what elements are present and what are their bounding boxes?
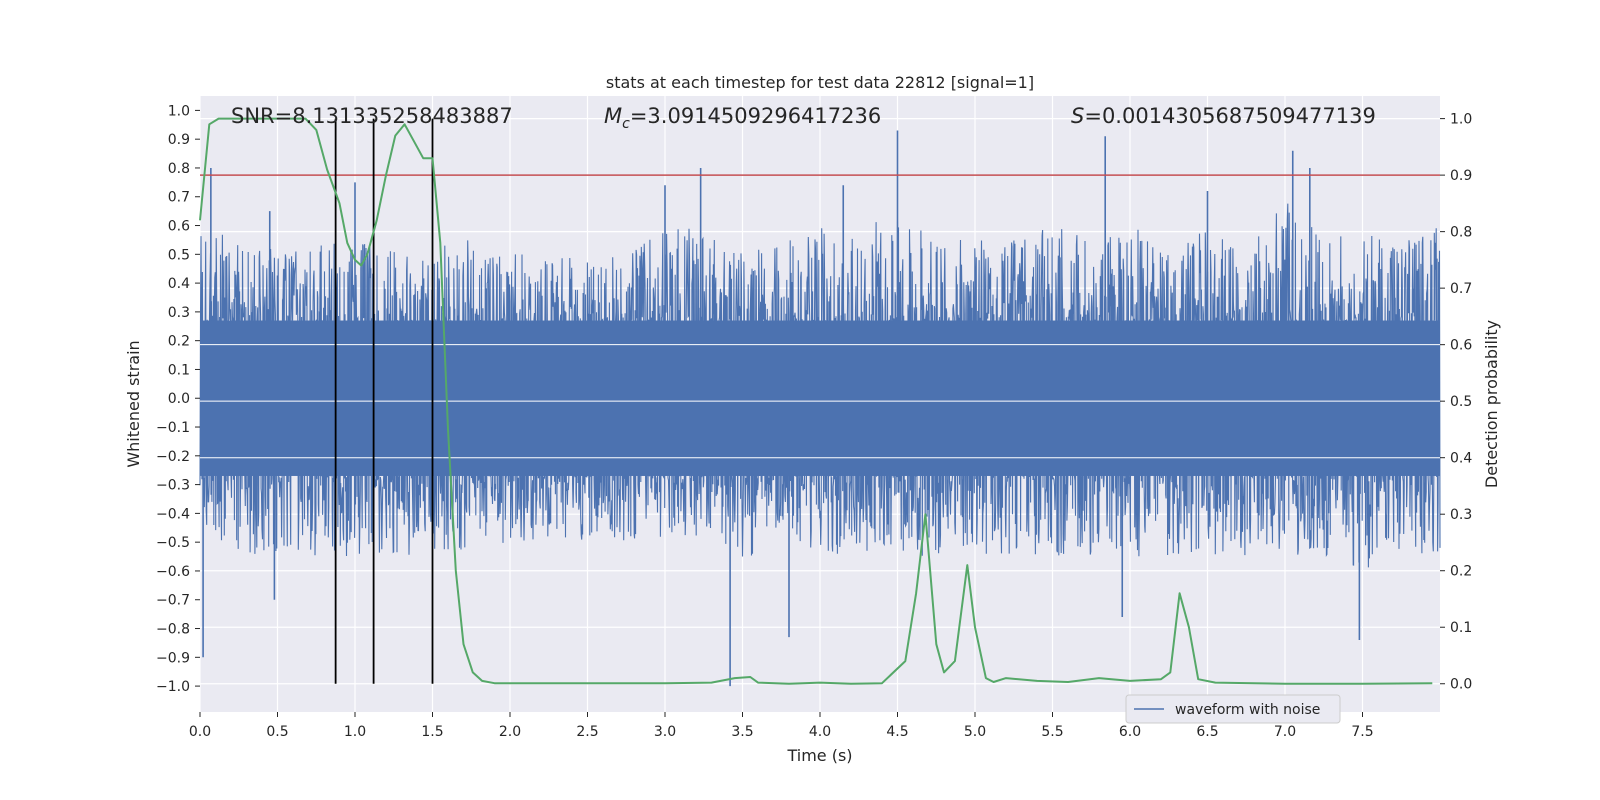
snr-annotation: SNR=8.131335258483887	[231, 104, 513, 128]
probability-layer	[199, 117, 1433, 685]
y2-tick-label: 1.0	[1450, 112, 1472, 128]
y-axis-label: Whitened strain	[124, 340, 143, 467]
y2-tick-label: 0.2	[1450, 564, 1472, 580]
mc-subscript: c	[622, 116, 630, 132]
waveform-line	[199, 203, 1441, 568]
x-tick-label: 6.0	[1119, 724, 1141, 740]
mc-symbol: M	[604, 104, 622, 128]
y-tick-label: 0.7	[168, 190, 190, 206]
y2-tick-label: 0.8	[1450, 225, 1472, 241]
y-tick-label: −0.4	[156, 506, 190, 522]
y-tick-label: −1.0	[156, 679, 190, 695]
waveform-series	[199, 130, 1441, 687]
x-tick-label: 5.0	[964, 724, 986, 740]
y-tick-label: 0.8	[168, 161, 190, 177]
y2-axis-label: Detection probability	[1482, 320, 1501, 488]
y-tick-label: −0.9	[156, 650, 190, 666]
y-tick-label: −0.2	[156, 449, 190, 465]
x-tick-label: 0.0	[189, 724, 211, 740]
y-tick-label: 0.1	[168, 362, 190, 378]
y2-tick-label: 0.9	[1450, 168, 1472, 184]
y-tick-label: 0.3	[168, 305, 190, 321]
x-axis-ticks: 0.0 0.5 1.0 1.5 2.0 2.5 3.0 3.5 4.0 4.5 5.0 5.5 6.0 6…	[189, 712, 1374, 740]
y-tick-label: −0.8	[156, 622, 190, 638]
x-tick-label: 0.5	[266, 724, 288, 740]
s-symbol: S	[1071, 104, 1084, 128]
x-tick-label: 7.5	[1351, 724, 1373, 740]
y-tick-label: −0.7	[156, 593, 190, 609]
y2-tick-label: 0.6	[1450, 338, 1472, 354]
s-value: =0.0014305687509477139	[1084, 104, 1376, 128]
x-axis-label: Time (s)	[786, 746, 852, 765]
probability-line	[199, 117, 1433, 685]
y-tick-label: 0.9	[168, 132, 190, 148]
x-tick-label: 3.5	[731, 724, 753, 740]
x-tick-label: 3.0	[654, 724, 676, 740]
y-tick-label: 1.0	[168, 103, 190, 119]
y-tick-label: 0.5	[168, 247, 190, 263]
y2-tick-label: 0.0	[1450, 677, 1472, 693]
y-tick-label: −0.5	[156, 535, 190, 551]
event-markers	[334, 118, 434, 684]
x-tick-label: 4.5	[886, 724, 908, 740]
mc-value: =3.0914509296417236	[630, 104, 881, 128]
y-tick-label: 0.2	[168, 334, 190, 350]
chart-title: stats at each timestep for test data 228…	[606, 73, 1034, 92]
x-tick-label: 2.0	[499, 724, 521, 740]
s-annotation: S=0.0014305687509477139	[1071, 104, 1376, 128]
y-axis-ticks: 1.0 0.9 0.8 0.7 0.6 0.5 0.4 0.3 0.2 0.1 0.0 −0.1 −0.…	[156, 103, 200, 695]
x-tick-label: 6.5	[1196, 724, 1218, 740]
y-tick-label: −0.1	[156, 420, 190, 436]
legend: waveform with noise	[1125, 694, 1341, 724]
y2-tick-label: 0.3	[1450, 507, 1472, 523]
y-tick-label: 0.4	[168, 276, 190, 292]
y2-tick-label: 0.5	[1450, 394, 1472, 410]
x-tick-label: 1.0	[344, 724, 366, 740]
y-tick-label: −0.3	[156, 478, 190, 494]
legend-box	[1125, 694, 1341, 724]
x-tick-label: 4.0	[809, 724, 831, 740]
y2-tick-label: 0.4	[1450, 451, 1472, 467]
chirp-mass-annotation: Mc=3.0914509296417236	[604, 104, 881, 132]
y-tick-label: −0.6	[156, 564, 190, 580]
y-tick-label: 0.6	[168, 219, 190, 235]
y-tick-label: 0.0	[168, 391, 190, 407]
waveform-core	[200, 320, 1440, 476]
legend-label-waveform: waveform with noise	[1175, 702, 1320, 718]
x-tick-label: 2.5	[576, 724, 598, 740]
y2-tick-label: 0.7	[1450, 281, 1472, 297]
y2-axis-ticks: 1.0 0.9 0.8 0.7 0.6 0.5 0.4 0.3 0.2 0.1 0.0	[1440, 112, 1472, 693]
x-tick-label: 7.0	[1274, 724, 1296, 740]
y2-tick-label: 0.1	[1450, 620, 1472, 636]
x-tick-label: 1.5	[421, 724, 443, 740]
x-tick-label: 5.5	[1041, 724, 1063, 740]
